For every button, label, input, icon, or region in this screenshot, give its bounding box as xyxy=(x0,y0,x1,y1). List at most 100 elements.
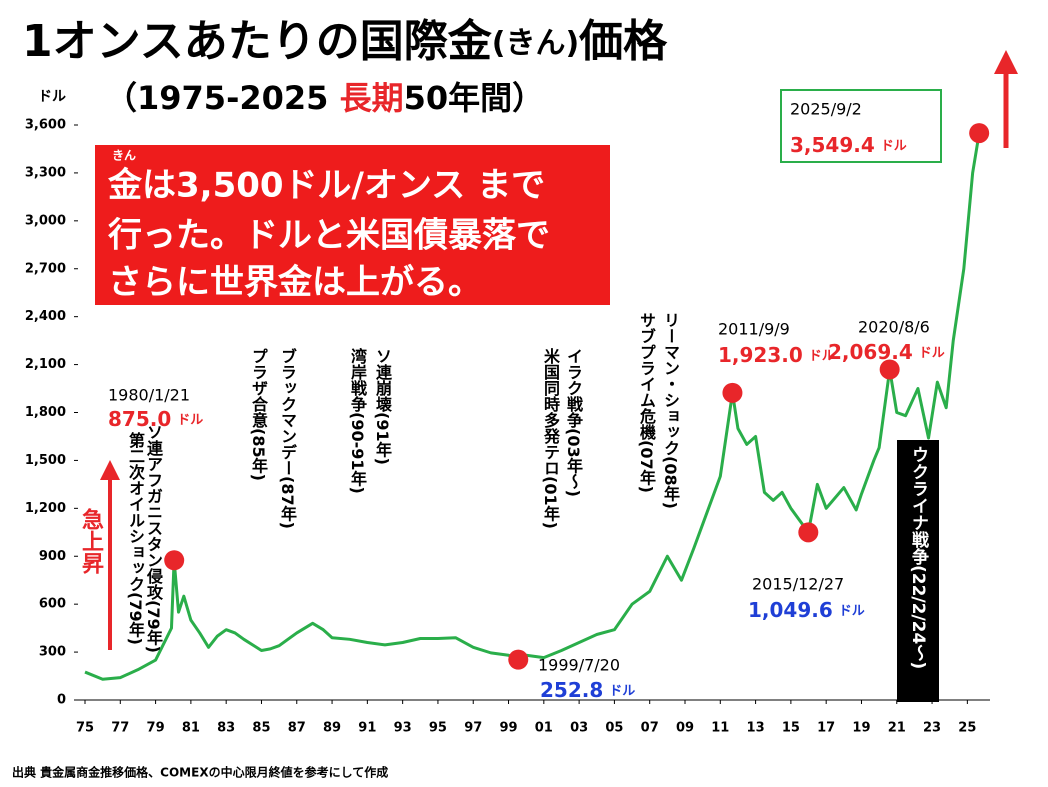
highlight-unit: ドル xyxy=(839,604,865,619)
y-tick-label: 600 xyxy=(39,597,66,612)
highlight-date: 1980/1/21 xyxy=(108,386,190,405)
x-tick-label: 91 xyxy=(358,721,376,736)
y-tick-label: 2,100 xyxy=(25,357,66,372)
y-tick-label: 1,800 xyxy=(25,405,66,420)
x-tick-label: 99 xyxy=(499,721,517,736)
rise-label: 急上昇 xyxy=(78,508,103,574)
x-tick-label: 77 xyxy=(111,721,129,736)
subtitle-part: 50年間） xyxy=(404,79,545,117)
y-tick-label: 3,600 xyxy=(25,118,66,133)
highlight-value-label: 1,923.0 xyxy=(718,343,803,367)
event-label: ソ連崩壊(91年) xyxy=(373,348,392,465)
y-tick-label: 3,000 xyxy=(25,213,66,228)
event-box xyxy=(897,440,939,702)
highlight-point xyxy=(164,550,185,571)
y-tick-label: 900 xyxy=(39,549,66,564)
event-label: ブラックマンデー(87年) xyxy=(278,348,297,529)
x-tick-label: 11 xyxy=(711,721,729,736)
source-note: 出典 貴金属商金推移価格、COMEXの中心限月終値を参考にして作成 xyxy=(12,765,388,780)
x-tick-label: 07 xyxy=(641,721,659,736)
x-tick-label: 05 xyxy=(605,721,623,736)
x-tick-label: 97 xyxy=(464,721,482,736)
y-tick-label: 300 xyxy=(39,645,66,660)
highlight-value-label: 1,049.6 xyxy=(748,598,833,622)
event-label: ソ連アフガニスタン侵攻(79年) xyxy=(144,424,163,653)
highlight-value-label: 3,549.4 xyxy=(790,133,875,157)
event-label: サブプライム危機(07年) xyxy=(637,312,656,493)
highlight-unit: ドル xyxy=(919,346,945,361)
x-tick-label: 19 xyxy=(852,721,870,736)
highlight-value: 2,069.4 ドル xyxy=(828,340,945,364)
callout-line: 行った。ドルと米国債暴落で xyxy=(108,216,550,256)
highlight-value-label: 875.0 xyxy=(108,407,171,431)
subtitle: （1975-2025 長期50年間） xyxy=(105,79,544,117)
event-label: 湾岸戦争(90-91年) xyxy=(348,348,367,494)
price-line xyxy=(84,132,981,681)
highlight-point xyxy=(798,522,819,543)
x-tick-label: 01 xyxy=(535,721,553,736)
subtitle-part: 長期 xyxy=(340,79,404,117)
x-tick-label: 25 xyxy=(958,721,976,736)
title-part: 価格 xyxy=(578,16,668,67)
y-tick-label: 2,400 xyxy=(25,309,66,324)
callout-line: さらに世界金は上がる。 xyxy=(108,263,482,303)
y-tick-label: 1,200 xyxy=(25,501,66,516)
y-tick-label: 0 xyxy=(57,693,66,708)
x-tick-label: 85 xyxy=(252,721,270,736)
highlight-unit: ドル xyxy=(609,684,635,699)
event-label: リーマン・ショック(08年) xyxy=(661,312,680,509)
x-tick-label: 83 xyxy=(217,721,235,736)
highlight-date: 2011/9/9 xyxy=(718,320,790,339)
subtitle-part: （1975-2025 xyxy=(105,79,340,117)
title-part: (きん) xyxy=(492,26,579,61)
highlight-point xyxy=(879,359,900,380)
highlight-date: 1999/7/20 xyxy=(538,656,620,675)
event-label: ウクライナ戦争(22/2/24〜) xyxy=(908,446,928,670)
highlight-unit: ドル xyxy=(177,413,203,428)
highlight-value: 1,049.6 ドル xyxy=(748,598,865,622)
callout-line: 金は3,500ドル/オンス まで xyxy=(107,166,545,206)
x-tick-label: 15 xyxy=(782,721,800,736)
x-tick-label: 93 xyxy=(394,721,412,736)
x-tick-label: 03 xyxy=(570,721,588,736)
highlight-value: 875.0 ドル xyxy=(108,407,203,431)
event-label: プラザ合意(85年) xyxy=(249,348,268,481)
x-tick-label: 95 xyxy=(429,721,447,736)
x-tick-label: 13 xyxy=(747,721,765,736)
y-tick-label: 1,500 xyxy=(25,453,66,468)
up-arrow-head xyxy=(994,50,1018,74)
highlight-value: 252.8 ドル xyxy=(540,678,635,702)
callout-box xyxy=(95,145,610,305)
highlight-value-label: 252.8 xyxy=(540,678,603,702)
event-label: 第二次オイルショック(79年) xyxy=(126,432,145,645)
y-tick-label: 3,300 xyxy=(25,165,66,180)
title-part: 1オンスあたりの国際金 xyxy=(22,16,493,67)
x-tick-label: 89 xyxy=(323,721,341,736)
x-tick-label: 17 xyxy=(817,721,835,736)
highlight-value: 1,923.0 ドル xyxy=(718,343,835,367)
event-label: イラク戦争(03年〜) xyxy=(564,348,583,497)
y-tick-label: 2,700 xyxy=(25,261,66,276)
x-tick-label: 81 xyxy=(182,721,200,736)
highlight-date: 2020/8/6 xyxy=(858,318,930,337)
chart-title: 1オンスあたりの国際金(きん)価格 xyxy=(22,16,668,67)
highlight-unit: ドル xyxy=(881,139,907,154)
x-tick-label: 09 xyxy=(676,721,694,736)
x-tick-label: 75 xyxy=(76,721,94,736)
highlight-date: 2025/9/2 xyxy=(790,100,862,119)
latest-box xyxy=(780,89,942,163)
highlight-date: 2015/12/27 xyxy=(752,575,844,594)
x-tick-label: 87 xyxy=(288,721,306,736)
highlight-value-label: 2,069.4 xyxy=(828,340,913,364)
x-tick-label: 21 xyxy=(888,721,906,736)
highlight-point xyxy=(722,382,743,403)
highlight-unit: ドル xyxy=(809,349,835,364)
event-label: 米国同時多発テロ(01年) xyxy=(541,348,560,529)
y-axis-label: ドル xyxy=(38,89,66,105)
highlight-point xyxy=(969,123,990,144)
highlight-point xyxy=(508,649,529,670)
callout-ruby: きん xyxy=(112,149,136,163)
highlight-value: 3,549.4 ドル xyxy=(790,133,907,157)
